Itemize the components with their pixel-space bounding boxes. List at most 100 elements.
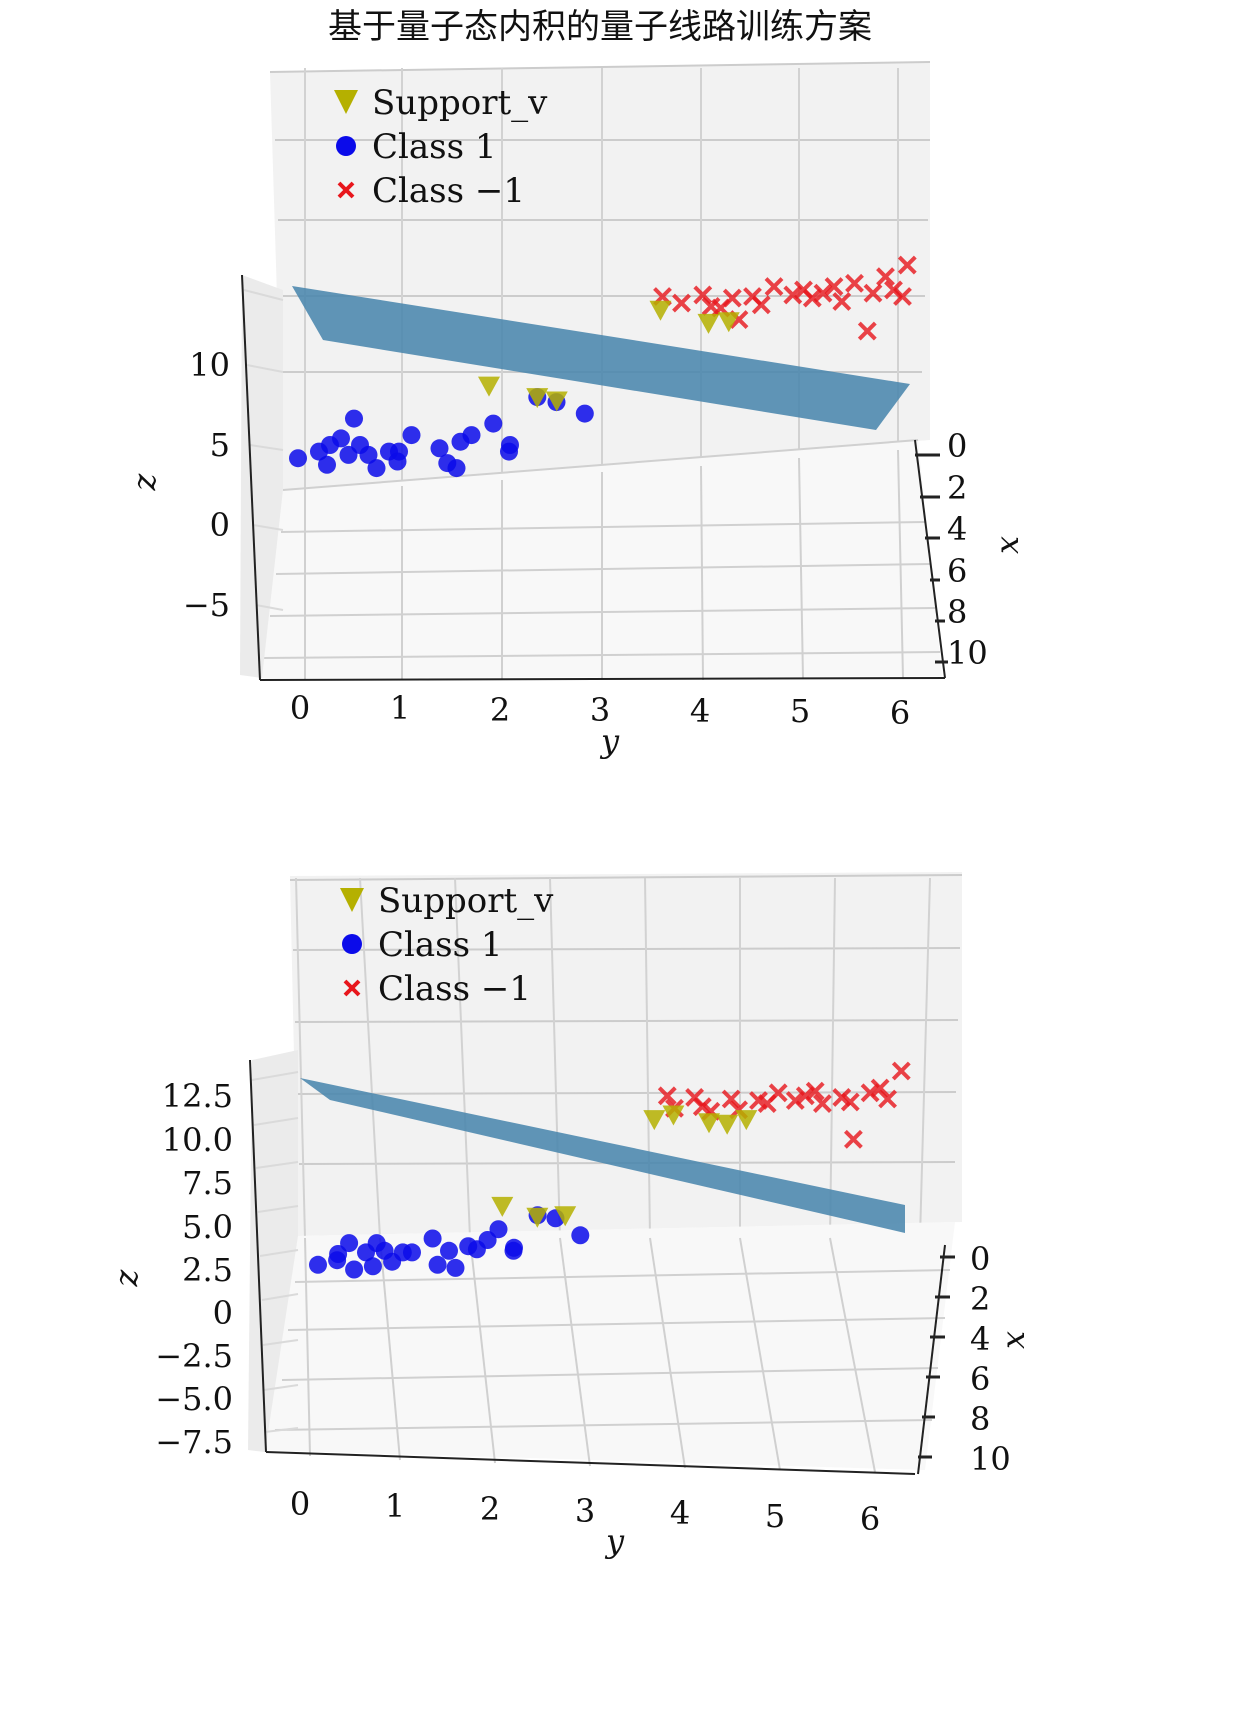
x-mark-stroke [893, 287, 912, 306]
x-mark-stroke [768, 1083, 788, 1103]
x-mark-stroke [795, 1086, 815, 1106]
x-mark-stroke [657, 1086, 677, 1106]
y-tick-label: 5 [765, 1497, 785, 1535]
support-vector-point [526, 1207, 549, 1228]
support-vector-point [716, 1114, 739, 1135]
x-mark-stroke [685, 1087, 705, 1107]
y-tick-label: 2 [480, 1490, 500, 1528]
support-vector-point [526, 388, 549, 409]
grid-line [255, 604, 284, 611]
class1-point [345, 409, 363, 428]
grid-line [264, 1427, 299, 1433]
legend-classneg-icon [343, 979, 361, 997]
class1-point [318, 455, 336, 474]
x-mark-stroke [693, 285, 713, 305]
class1-point [440, 1241, 458, 1260]
x-tick-label: 10 [947, 634, 988, 672]
classneg-point [857, 321, 877, 341]
z-tick-label: 12.5 [162, 1077, 233, 1115]
support-vector-point [649, 300, 672, 321]
legend-label: Support_v [378, 881, 554, 921]
floor-pane [262, 1222, 955, 1470]
grid-line [644, 877, 651, 1239]
x-tick-label: 4 [947, 510, 967, 548]
x-mark-stroke [878, 1089, 898, 1109]
grid-line [379, 1237, 401, 1461]
grid-line [359, 877, 381, 1239]
legend-class1-icon [342, 934, 362, 954]
x-tick-label: 6 [947, 552, 967, 590]
x-mark-stroke [845, 273, 864, 293]
y-tick-label: 4 [670, 1494, 690, 1532]
classneg-point [863, 283, 883, 303]
y-tick-label: 5 [790, 692, 810, 730]
support-vector-point [478, 376, 500, 397]
class1-point [329, 1245, 348, 1263]
legend-label: Class 1 [378, 925, 503, 965]
classneg-point [672, 293, 691, 313]
class1-point [575, 404, 594, 423]
grid-line [262, 1339, 299, 1346]
grid-line [251, 1071, 299, 1081]
x-mark-stroke [891, 1061, 911, 1081]
y-tick-label: 1 [385, 1487, 405, 1525]
y-tick-label: 3 [575, 1492, 595, 1530]
grid-line [249, 444, 284, 451]
legend-label: Support_v [372, 83, 548, 123]
support-vector-point [491, 1196, 514, 1217]
x-mark-stroke [794, 280, 813, 300]
class1-point [332, 429, 350, 448]
x-tick-label: 2 [970, 1280, 990, 1318]
class1-point [505, 1238, 523, 1257]
z-tick-label: 5 [210, 426, 230, 464]
y-tick-label: 4 [690, 692, 710, 730]
classneg-point [891, 1061, 911, 1081]
grid-line [700, 465, 704, 681]
grid-line [649, 1237, 686, 1469]
x-tick-label: 0 [947, 427, 967, 465]
legend-classneg-icon [337, 181, 355, 199]
grid-line [259, 1249, 299, 1257]
y-tick-label: 0 [290, 1485, 310, 1523]
x-mark-stroke [802, 288, 822, 308]
chart-content: 基于经典SMO方法0123456−7.5−5.0−2.502.55.07.510… [107, 872, 1032, 1560]
grid-line [274, 1419, 933, 1431]
support-vector-point [717, 312, 740, 333]
grid-line [255, 1161, 299, 1169]
class1-point [430, 439, 449, 458]
z-tick-label: 2.5 [182, 1251, 233, 1289]
classneg-point [693, 285, 713, 305]
classneg-point [870, 1078, 890, 1098]
x-mark-stroke [824, 277, 844, 297]
classneg-point [832, 292, 852, 311]
x-mark-stroke [870, 1078, 890, 1098]
classneg-point [893, 287, 912, 306]
legend-support-icon [334, 90, 358, 114]
chart-svg-smo: 基于经典SMO方法0123456−7.5−5.0−2.502.55.07.510… [107, 872, 1032, 1560]
y-tick-label: 3 [590, 691, 610, 729]
x-mark-stroke [743, 287, 762, 306]
support-vector-point [554, 1206, 577, 1227]
grid-line [294, 1019, 959, 1023]
x-mark-stroke [783, 285, 803, 305]
classneg-point [764, 277, 784, 297]
classneg-point [897, 255, 917, 275]
class1-point [345, 1260, 364, 1279]
classneg-point [860, 1083, 880, 1103]
class1-point [402, 426, 421, 445]
x-tick-label: 10 [970, 1440, 1011, 1478]
grid-line [294, 1269, 951, 1283]
chart-panel-quantum: 基于量子态内积的量子线路训练方案 0 1 2 3 4 5 6 −5 0 5 10 0 2 4 6 8 10 y z x S… [0, 0, 1260, 858]
grid-line [257, 1205, 299, 1213]
grid-line [829, 877, 836, 1239]
y-axis-label: y [599, 722, 620, 760]
z-axis-line [241, 274, 261, 681]
classneg-point [845, 273, 864, 293]
z-axis-line [249, 1059, 267, 1453]
x-mark-stroke [832, 1087, 852, 1107]
z-axis-label: z [125, 472, 163, 491]
x-mark-stroke [857, 321, 877, 341]
support-vector-point [643, 1110, 666, 1131]
